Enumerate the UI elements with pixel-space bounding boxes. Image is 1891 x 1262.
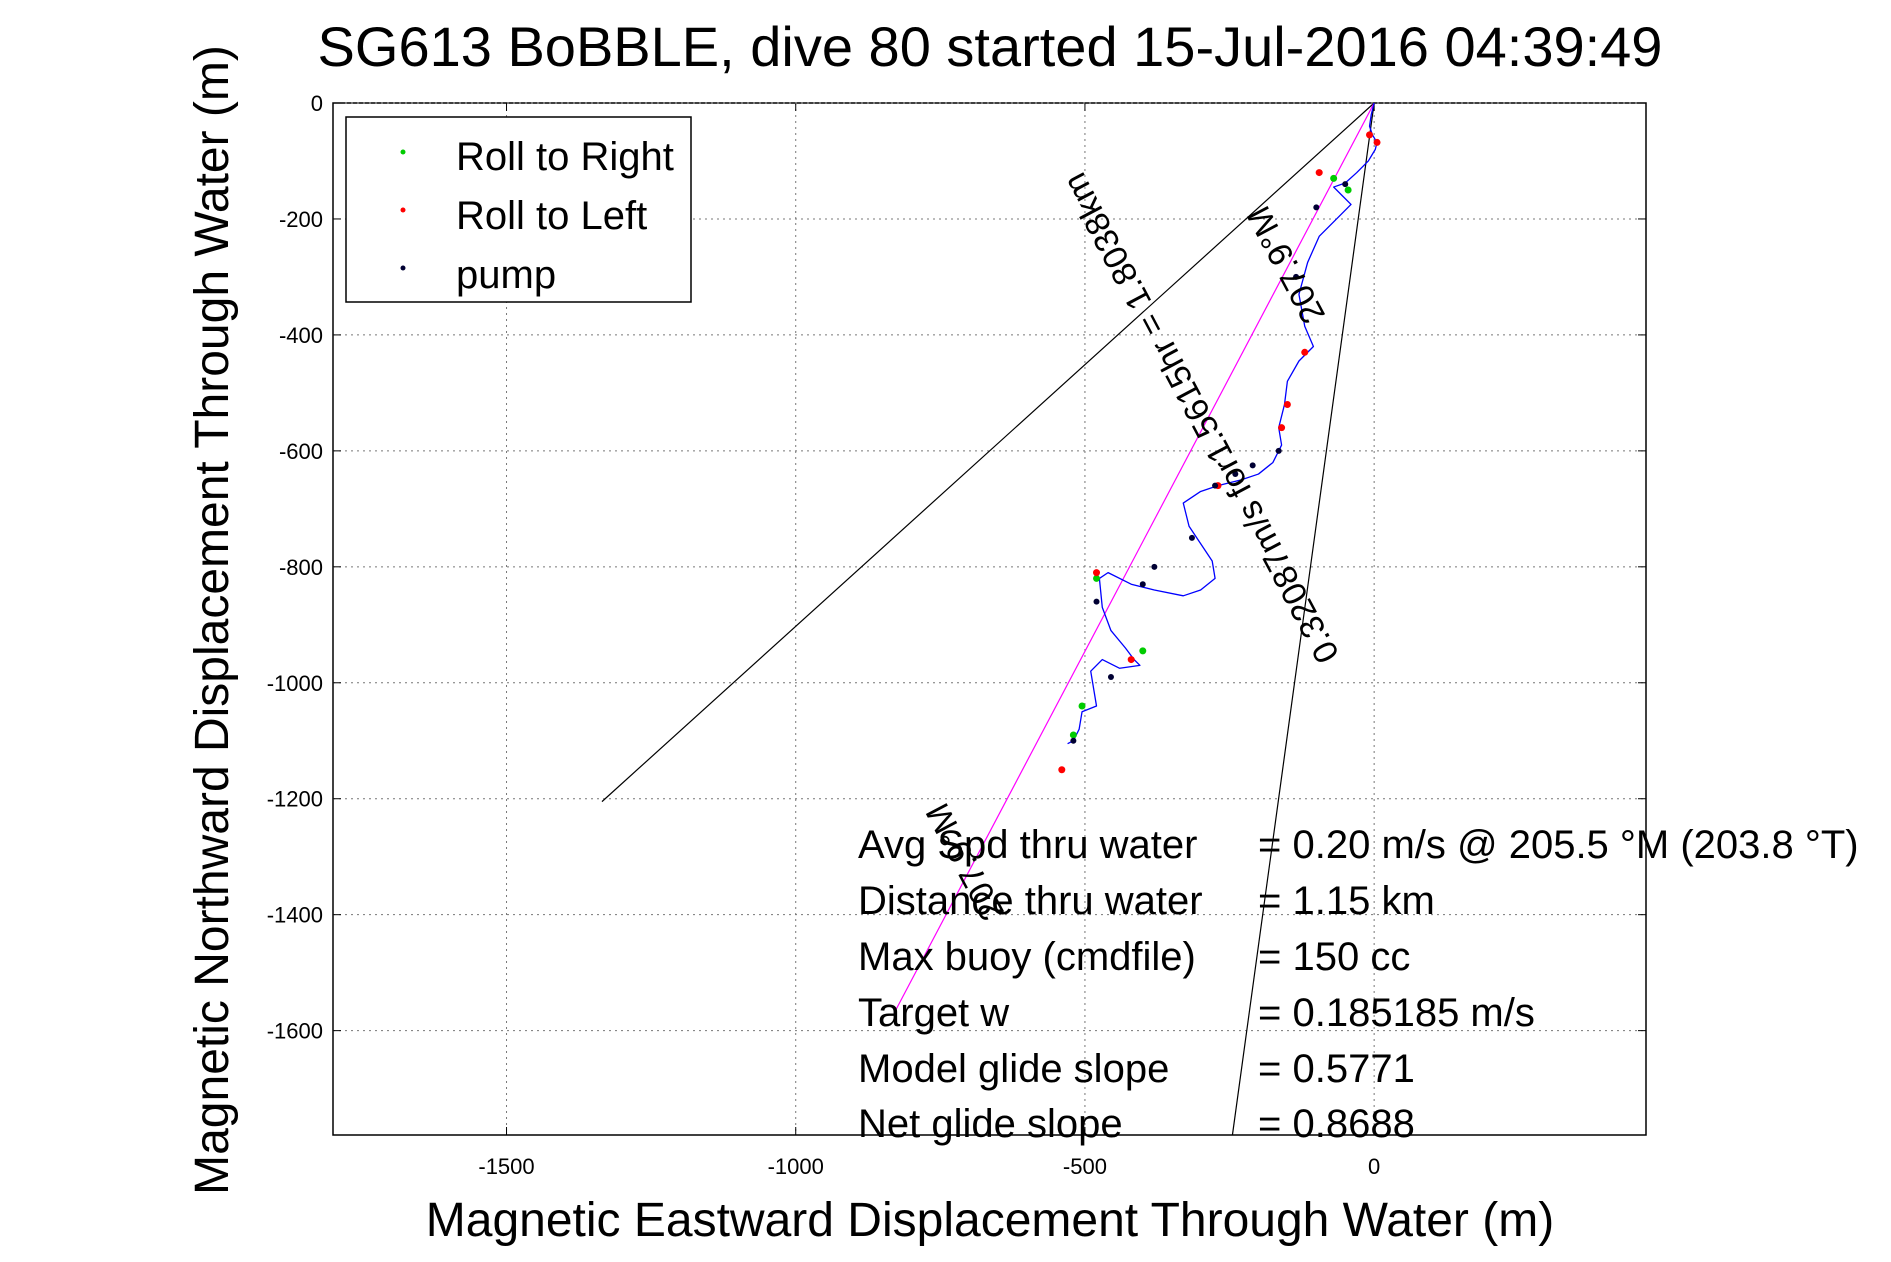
pump-point (1212, 482, 1219, 489)
legend-label-roll-right: Roll to Right (456, 135, 674, 179)
reference-lines (601, 102, 1375, 1136)
stat-value: = 0.185185 m/s (1258, 991, 1535, 1035)
stat-value: = 1.15 km (1258, 879, 1435, 923)
pump-point (1275, 447, 1282, 454)
x-tick-label: 0 (1368, 1154, 1380, 1179)
y-tick-label: -1600 (267, 1019, 323, 1044)
track-line (1067, 102, 1378, 745)
y-tick-label: -1200 (267, 787, 323, 812)
roll-right-point (1330, 174, 1338, 182)
legend: Roll to Right Roll to Left pump (345, 116, 692, 303)
stat-label: Model glide slope (858, 1047, 1169, 1091)
pump-point (1249, 462, 1256, 469)
pump-point (1139, 581, 1146, 588)
y-tick-label: 0 (311, 91, 323, 116)
stat-label: Distance thru water (858, 879, 1203, 923)
grid (333, 102, 1646, 1135)
x-axis-label: Magnetic Eastward Displacement Through W… (426, 1194, 1554, 1247)
pump-point (1107, 673, 1114, 680)
stat-value: = 150 cc (1258, 935, 1410, 979)
roll-left-point (1373, 138, 1381, 146)
reference-line (893, 102, 1375, 1014)
y-tick-label: -400 (279, 323, 323, 348)
roll-left-point (1366, 131, 1374, 139)
legend-marker-pump (400, 265, 406, 271)
roll-right-point (1344, 186, 1352, 194)
stat-label: Max buoy (cmdfile) (858, 935, 1196, 979)
stat-value: = 0.5771 (1258, 1047, 1415, 1091)
pump-point (1188, 534, 1195, 541)
chart-title: SG613 BoBBLE, dive 80 started 15-Jul-201… (318, 15, 1663, 78)
stat-label: Net glide slope (858, 1102, 1123, 1146)
roll-left-point (1093, 569, 1101, 577)
legend-marker-roll-left (400, 207, 406, 213)
pump-point (1093, 598, 1100, 605)
pump-point (1293, 273, 1300, 280)
legend-marker-roll-right (400, 149, 406, 155)
pump-point (1313, 204, 1320, 211)
x-tick-label: -1000 (768, 1154, 824, 1179)
stat-label: Avg Spd thru water (858, 823, 1197, 867)
roll-left-point (1315, 169, 1323, 177)
stat-value: = 0.8688 (1258, 1102, 1415, 1146)
pump-point (1342, 181, 1349, 188)
roll-left-point (1283, 400, 1291, 408)
roll-left-point (1278, 424, 1286, 432)
y-tick-label: -800 (279, 555, 323, 580)
pump-point (1070, 737, 1077, 744)
legend-label-roll-left: Roll to Left (456, 194, 647, 238)
y-tick-label: -1000 (267, 671, 323, 696)
roll-left-point (1058, 766, 1066, 774)
pump-point (1151, 563, 1158, 570)
tick-labels: -1500 -1000 -500 0 0 -200 -400 -600 -800 -1000 -12… (267, 91, 1381, 1179)
reference-line (1231, 102, 1375, 1136)
y-axis-label: Magnetic Northward Displacement Through … (186, 45, 239, 1195)
stats-block: Avg Spd thru water = 0.20 m/s @ 205.5 °M… (858, 823, 1859, 1146)
roll-right-point (1139, 647, 1147, 655)
track-layer (1067, 102, 1378, 745)
pump-point (1232, 471, 1239, 478)
y-tick-label: -200 (279, 207, 323, 232)
y-tick-label: -600 (279, 439, 323, 464)
roll-right-point (1069, 731, 1077, 739)
stat-label: Target w (858, 991, 1009, 1035)
roll-right-point (1093, 574, 1101, 582)
roll-right-point (1078, 702, 1086, 710)
reference-line (601, 102, 1375, 803)
roll-left-point (1127, 656, 1135, 664)
x-tick-label: -1500 (478, 1154, 534, 1179)
legend-label-pump: pump (456, 253, 556, 297)
x-tick-label: -500 (1063, 1154, 1107, 1179)
roll-left-point (1301, 348, 1309, 356)
y-tick-label: -1400 (267, 903, 323, 928)
stat-value: = 0.20 m/s @ 205.5 °M (203.8 °T) (1258, 823, 1859, 867)
marker-layer (1058, 131, 1381, 774)
